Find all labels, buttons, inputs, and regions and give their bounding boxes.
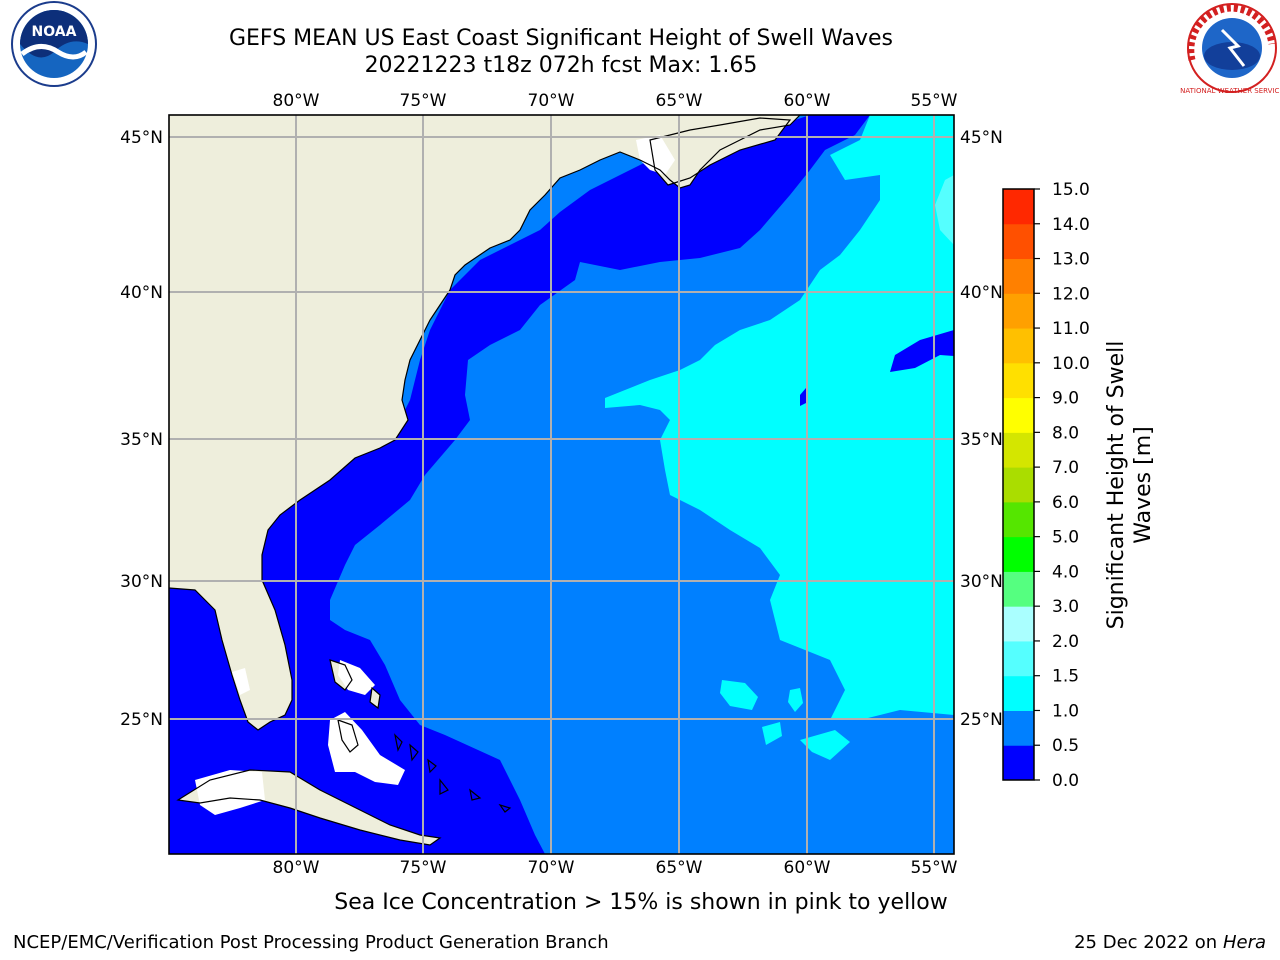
colorbar-segment (1003, 606, 1034, 642)
no-data-region (195, 770, 265, 815)
lon-label-top: 70°W (528, 91, 575, 111)
no-data-region (232, 668, 250, 695)
footer-machine: Hera (1222, 932, 1266, 953)
coastline (649, 117, 792, 186)
footer-date-text: 25 Dec 2022 on (1074, 932, 1218, 953)
footer-branch: NCEP/EMC/Verification Post Processing Pr… (13, 932, 609, 953)
colorbar-tick-label: 1.0 (1052, 701, 1079, 721)
colorbar-segment (1003, 223, 1034, 260)
coastline (329, 659, 353, 691)
colorbar-tick-label: 12.0 (1052, 284, 1090, 304)
map-subtitle: 20221223 t18z 072h fcst Max: 1.65 (364, 53, 758, 78)
colorbar-tick-label: 2.0 (1052, 632, 1079, 652)
no-data-region (636, 135, 675, 175)
colorbar-segment (1003, 258, 1034, 294)
no-data-region (328, 712, 405, 785)
colorbar-segment (1003, 328, 1034, 364)
colorbar-segment (1003, 362, 1034, 399)
noaa-logo: NOAA (0, 0, 108, 100)
coastline (169, 115, 801, 731)
colorbar-segment (1003, 675, 1034, 711)
lon-label-top: 60°W (784, 91, 831, 111)
colorbar-segment (1003, 501, 1034, 538)
coastline (176, 769, 442, 846)
coastline (337, 719, 359, 753)
colorbar-frame (1002, 188, 1035, 781)
nws-logo: NATIONAL WEATHER SERVICE (1176, 0, 1280, 100)
lat-label-left: 40°N (120, 283, 163, 303)
colorbar-tick-label: 15.0 (1052, 180, 1090, 200)
nws-logo-text: NATIONAL WEATHER SERVICE (1180, 87, 1280, 95)
colorbar-tick-label: 13.0 (1052, 250, 1090, 270)
lat-label-right: 45°N (960, 128, 1003, 148)
colorbar-label-line2: Waves [m] (1131, 426, 1156, 543)
coastline (394, 733, 512, 813)
lat-label-left: 45°N (120, 128, 163, 148)
lat-label-right: 25°N (960, 710, 1003, 730)
swell-patch (788, 688, 803, 712)
map-title: GEFS MEAN US East Coast Significant Heig… (228, 26, 894, 51)
swell-band-1.5-2.0 (935, 175, 954, 245)
lat-label-right: 35°N (960, 430, 1003, 450)
footer-date: 25 Dec 2022 on Hera (1074, 932, 1266, 953)
colorbar-tick-label: 6.0 (1052, 493, 1079, 513)
colorbar-segment (1003, 710, 1034, 746)
coastline (369, 686, 381, 710)
lat-label-right: 40°N (960, 283, 1003, 303)
lon-label-bottom: 65°W (656, 858, 703, 878)
lat-label-left: 35°N (120, 430, 163, 450)
colorbar-tick-label: 7.0 (1052, 458, 1079, 478)
lon-label-bottom: 55°W (911, 858, 958, 878)
colorbar-segment (1003, 432, 1034, 468)
swell-patch (800, 730, 850, 760)
colorbar-tick-label: 10.0 (1052, 354, 1090, 374)
colorbar-tick-label: 0.0 (1052, 771, 1079, 791)
map-area (169, 115, 954, 854)
colorbar-tick-label: 8.0 (1052, 423, 1079, 443)
colorbar-tick-label: 9.0 (1052, 389, 1079, 409)
swell-patch (890, 330, 954, 372)
lat-label-right: 30°N (960, 572, 1003, 592)
colorbar-segment (1003, 189, 1034, 225)
land-north-america (169, 115, 800, 730)
colorbar-segment (1003, 745, 1034, 781)
colorbar: 0.0 0.5 1.0 1.5 2.0 3.0 4.0 5.0 6.0 7.0 8.0 9.0 10.0… (1002, 180, 1090, 791)
swell-band-1.0-1.5 (605, 115, 954, 720)
lat-label-left: 30°N (120, 572, 163, 592)
colorbar-tick-label: 11.0 (1052, 319, 1090, 339)
graticule (169, 115, 954, 854)
colorbar-segment (1003, 571, 1034, 607)
lon-label-top: 65°W (656, 91, 703, 111)
lon-label-bottom: 75°W (400, 858, 447, 878)
colorbar-tick-label: 3.0 (1052, 597, 1079, 617)
colorbar-tick-label: 1.5 (1052, 667, 1079, 687)
lon-label-top: 75°W (400, 91, 447, 111)
colorbar-tick-label: 0.5 (1052, 736, 1079, 756)
lon-label-bottom: 70°W (528, 858, 575, 878)
colorbar-segment (1003, 293, 1034, 329)
sea-ice-note: Sea Ice Concentration > 15% is shown in … (334, 890, 948, 915)
colorbar-segment (1003, 397, 1034, 433)
lon-label-bottom: 60°W (784, 858, 831, 878)
colorbar-segment (1003, 467, 1034, 503)
colorbar-tick-label: 5.0 (1052, 528, 1079, 548)
swell-patch (720, 680, 758, 710)
colorbar-segment (1003, 536, 1034, 572)
map-frame (168, 114, 955, 855)
colorbar-label-line1: Significant Height of Swell (1104, 341, 1129, 630)
lon-label-top: 55°W (911, 91, 958, 111)
colorbar-tick-label: 14.0 (1052, 215, 1090, 235)
colorbar-tick-label: 4.0 (1052, 562, 1079, 582)
swell-patch (762, 722, 782, 745)
land-nova-scotia (650, 118, 790, 185)
noaa-logo-text: NOAA (32, 24, 77, 40)
lon-label-bottom: 80°W (273, 858, 320, 878)
lon-label-top: 80°W (273, 91, 320, 111)
colorbar-segment (1003, 640, 1034, 677)
lat-label-left: 25°N (120, 710, 163, 730)
axis-labels: 80°W 80°W 75°W 75°W 70°W 70°W 65°W 65°W 60°W 60°W… (120, 91, 1003, 878)
